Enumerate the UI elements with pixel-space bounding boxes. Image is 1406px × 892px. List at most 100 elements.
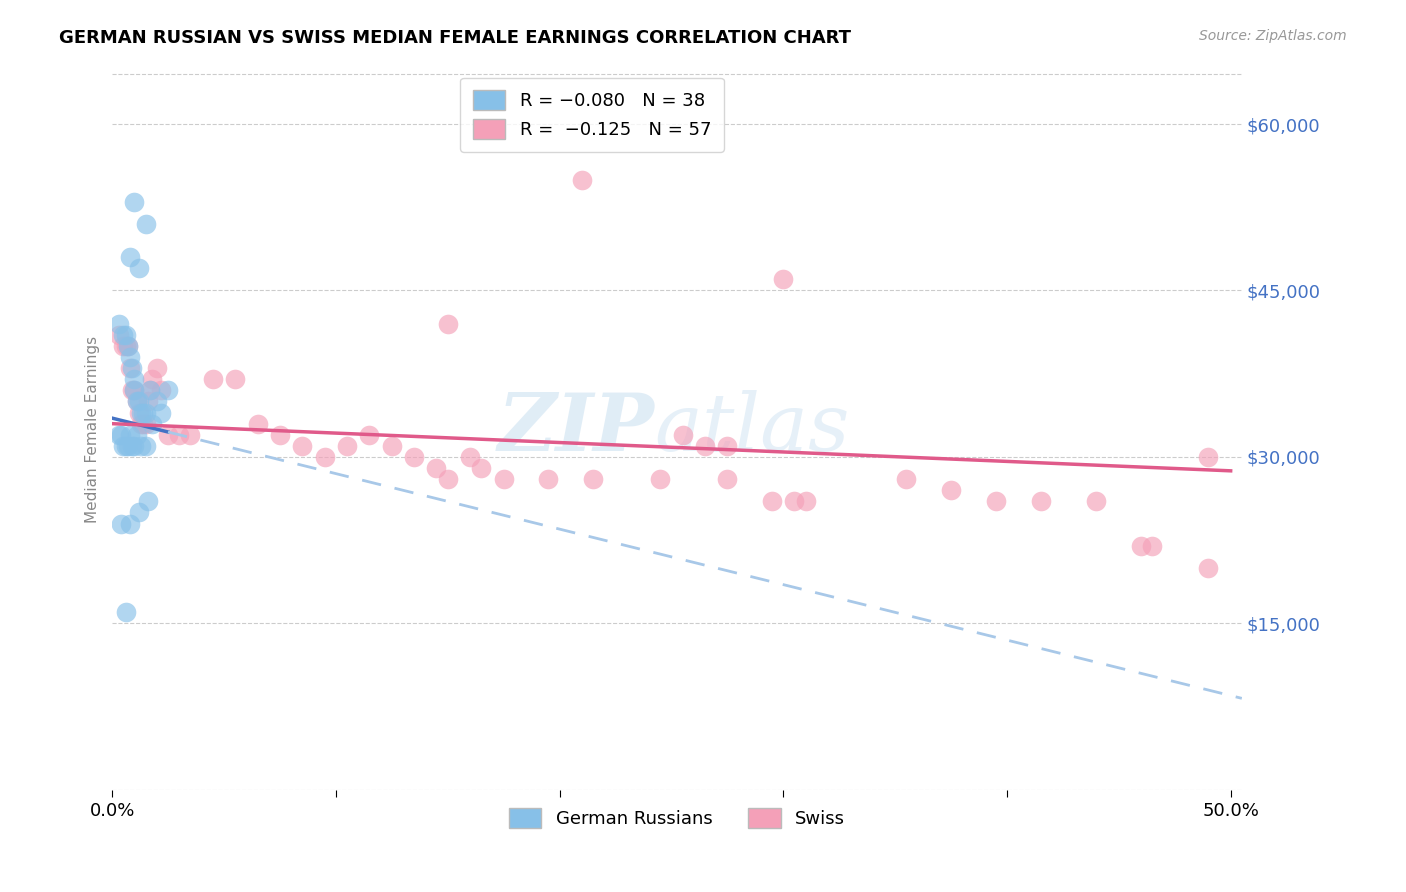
Point bbox=[783, 494, 806, 508]
Point bbox=[117, 439, 139, 453]
Point bbox=[336, 439, 359, 453]
Point bbox=[492, 472, 515, 486]
Point bbox=[135, 406, 157, 420]
Point bbox=[128, 261, 150, 276]
Point bbox=[110, 427, 132, 442]
Point bbox=[112, 339, 135, 353]
Point bbox=[436, 317, 458, 331]
Point bbox=[132, 406, 155, 420]
Point bbox=[716, 472, 738, 486]
Point bbox=[150, 406, 173, 420]
Point bbox=[167, 427, 190, 442]
Point bbox=[128, 506, 150, 520]
Point bbox=[124, 194, 146, 209]
Text: atlas: atlas bbox=[654, 391, 849, 468]
Point bbox=[157, 427, 180, 442]
Point bbox=[139, 384, 162, 398]
Point bbox=[114, 327, 136, 342]
Point bbox=[112, 327, 135, 342]
Point bbox=[110, 516, 132, 531]
Point bbox=[436, 472, 458, 486]
Point bbox=[425, 461, 447, 475]
Point bbox=[269, 427, 291, 442]
Point bbox=[150, 384, 173, 398]
Y-axis label: Median Female Earnings: Median Female Earnings bbox=[86, 335, 100, 523]
Point bbox=[118, 250, 141, 264]
Point bbox=[132, 417, 155, 431]
Point bbox=[129, 417, 152, 431]
Point bbox=[135, 217, 157, 231]
Point bbox=[108, 427, 131, 442]
Point bbox=[117, 339, 139, 353]
Point bbox=[984, 494, 1007, 508]
Point bbox=[1085, 494, 1108, 508]
Text: Source: ZipAtlas.com: Source: ZipAtlas.com bbox=[1199, 29, 1347, 44]
Point bbox=[124, 372, 146, 386]
Point bbox=[125, 394, 148, 409]
Point bbox=[118, 350, 141, 364]
Point bbox=[117, 339, 139, 353]
Point bbox=[125, 427, 148, 442]
Point bbox=[118, 361, 141, 376]
Point bbox=[671, 427, 693, 442]
Point bbox=[124, 384, 146, 398]
Point bbox=[121, 384, 143, 398]
Point bbox=[124, 439, 146, 453]
Point bbox=[135, 417, 157, 431]
Point bbox=[125, 394, 148, 409]
Point bbox=[146, 394, 169, 409]
Point bbox=[118, 516, 141, 531]
Point bbox=[135, 439, 157, 453]
Point bbox=[114, 605, 136, 619]
Point bbox=[136, 494, 159, 508]
Point bbox=[1029, 494, 1052, 508]
Point bbox=[537, 472, 560, 486]
Point bbox=[650, 472, 672, 486]
Point bbox=[112, 439, 135, 453]
Point bbox=[146, 361, 169, 376]
Point bbox=[381, 439, 404, 453]
Point bbox=[129, 406, 152, 420]
Point bbox=[129, 439, 152, 453]
Point bbox=[108, 327, 131, 342]
Point bbox=[124, 384, 146, 398]
Point bbox=[458, 450, 481, 464]
Point bbox=[291, 439, 314, 453]
Point bbox=[128, 394, 150, 409]
Text: ZIP: ZIP bbox=[498, 391, 654, 468]
Point bbox=[141, 372, 163, 386]
Point bbox=[128, 406, 150, 420]
Text: GERMAN RUSSIAN VS SWISS MEDIAN FEMALE EARNINGS CORRELATION CHART: GERMAN RUSSIAN VS SWISS MEDIAN FEMALE EA… bbox=[59, 29, 851, 47]
Point bbox=[179, 427, 201, 442]
Point bbox=[359, 427, 381, 442]
Point bbox=[201, 372, 224, 386]
Point bbox=[571, 172, 593, 186]
Point bbox=[108, 317, 131, 331]
Point bbox=[896, 472, 918, 486]
Point bbox=[314, 450, 336, 464]
Point bbox=[716, 439, 738, 453]
Point bbox=[939, 483, 962, 498]
Point bbox=[1130, 539, 1153, 553]
Point bbox=[157, 384, 180, 398]
Point bbox=[1197, 561, 1219, 575]
Point bbox=[121, 439, 143, 453]
Point bbox=[114, 439, 136, 453]
Point bbox=[1197, 450, 1219, 464]
Point bbox=[114, 339, 136, 353]
Legend: German Russians, Swiss: German Russians, Swiss bbox=[502, 801, 852, 835]
Point bbox=[246, 417, 269, 431]
Point bbox=[693, 439, 716, 453]
Point bbox=[761, 494, 783, 508]
Point bbox=[470, 461, 492, 475]
Point bbox=[1142, 539, 1164, 553]
Point bbox=[224, 372, 246, 386]
Point bbox=[139, 384, 162, 398]
Point bbox=[136, 394, 159, 409]
Point bbox=[121, 361, 143, 376]
Point bbox=[582, 472, 605, 486]
Point bbox=[772, 272, 794, 286]
Point bbox=[141, 417, 163, 431]
Point bbox=[118, 427, 141, 442]
Point bbox=[404, 450, 426, 464]
